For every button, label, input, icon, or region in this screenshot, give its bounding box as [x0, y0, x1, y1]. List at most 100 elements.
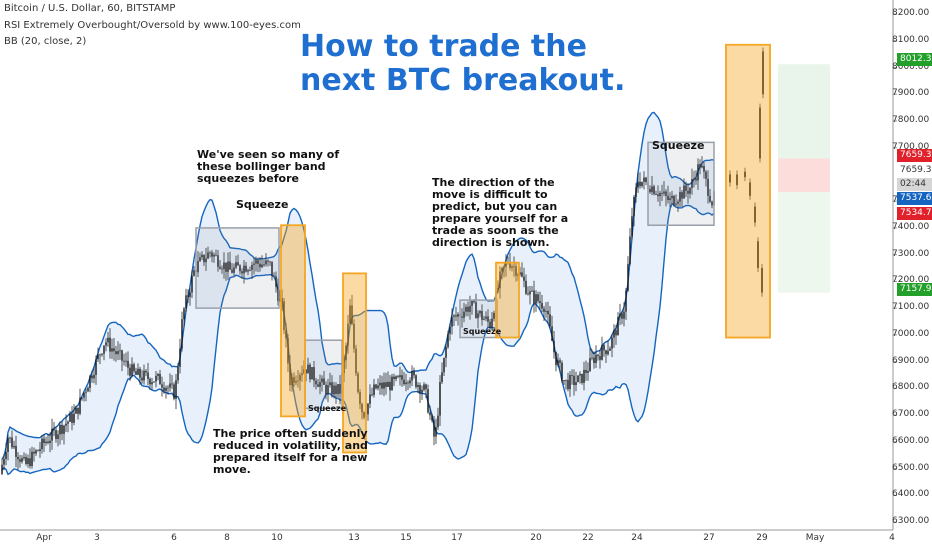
candle-body — [9, 437, 11, 439]
candle-body — [535, 294, 537, 304]
candle-body — [219, 266, 221, 269]
candle-body — [337, 384, 339, 394]
candle-body — [149, 378, 151, 385]
candle-body — [497, 288, 499, 291]
candle-body — [463, 311, 465, 318]
candle-body — [319, 382, 321, 387]
breakout-zone — [495, 261, 520, 339]
time-tick-label: 3 — [94, 533, 100, 543]
candle-body — [271, 261, 273, 276]
candle-body — [513, 266, 515, 268]
candle-body — [131, 364, 133, 376]
candle-body — [29, 458, 31, 467]
candle-body — [293, 377, 295, 383]
candle-body — [623, 311, 625, 319]
candle-body — [121, 350, 123, 361]
candle-body — [95, 359, 97, 375]
candle-body — [736, 174, 738, 186]
time-tick-label: 22 — [582, 533, 594, 543]
candle-body — [269, 261, 271, 263]
candle-body — [575, 382, 577, 386]
intro-line: these bollinger band — [197, 160, 326, 173]
candle-body — [373, 384, 375, 395]
candle-body — [697, 164, 699, 181]
candle-body — [565, 379, 567, 381]
candle-body — [563, 380, 565, 382]
candle-body — [653, 186, 655, 195]
candle-body — [229, 261, 231, 270]
candle-body — [353, 323, 355, 349]
candle-body — [615, 330, 617, 336]
candle-body — [389, 381, 391, 391]
candle-body — [363, 412, 365, 418]
candle-body — [41, 438, 43, 450]
rsi-indicator-label[interactable]: RSI Extremely Overbought/Oversold by www… — [4, 20, 301, 31]
candle-body — [315, 380, 317, 385]
candle-body — [433, 420, 435, 437]
candle-body — [191, 275, 193, 293]
candle-body — [511, 266, 513, 268]
price-tick-label: 8000.00 — [892, 61, 930, 72]
candle-body — [523, 276, 525, 281]
candle-body — [279, 298, 281, 301]
candle-body — [47, 441, 49, 443]
candle-body — [99, 354, 101, 356]
candle-body — [467, 306, 469, 312]
time-tick-label: 10 — [271, 533, 283, 543]
candle-body — [744, 171, 746, 178]
candle-body — [287, 338, 289, 364]
candle-body — [677, 201, 679, 204]
candle-body — [105, 342, 107, 346]
candle-body — [573, 375, 575, 386]
candle-body — [225, 262, 227, 272]
price-tick-label: 7400.00 — [892, 221, 930, 232]
candle-body — [117, 351, 119, 355]
candle-body — [377, 385, 379, 389]
candle-body — [449, 326, 451, 334]
time-tick-label: 8 — [224, 533, 230, 543]
candle-body — [525, 280, 527, 294]
candle-body — [133, 364, 135, 372]
candle-body — [609, 348, 611, 351]
candle-body — [65, 423, 67, 426]
candle-body — [601, 345, 603, 360]
candle-body — [361, 403, 363, 413]
intro-line: We've seen so many of — [197, 148, 340, 161]
candle-body — [211, 252, 213, 257]
bb-indicator-label[interactable]: BB (20, close, 2) — [4, 36, 87, 47]
candle-body — [431, 415, 433, 421]
candle-body — [457, 314, 459, 317]
candle-body — [125, 360, 127, 362]
candle-body — [417, 385, 419, 387]
title-line-2: next BTC breakout. — [300, 63, 626, 98]
candle-body — [501, 267, 503, 272]
candle-body — [375, 384, 377, 389]
candle-body — [227, 261, 229, 272]
candle-body — [757, 241, 759, 269]
breakout-zone — [280, 224, 306, 418]
candle-body — [161, 384, 163, 388]
candle-body — [407, 382, 409, 384]
candle-body — [17, 456, 19, 460]
candle-body — [109, 337, 111, 352]
candle-body — [317, 384, 319, 387]
candle-body — [289, 363, 291, 386]
candle-body — [679, 192, 681, 202]
stop-loss-zone — [778, 158, 830, 192]
candle-body — [383, 382, 385, 389]
candle-body — [465, 306, 467, 312]
candle-body — [519, 272, 521, 275]
time-tick-label: 27 — [703, 533, 715, 543]
candle-body — [181, 319, 183, 349]
bollinger-upper-band — [1, 111, 715, 460]
candle-body — [81, 397, 83, 399]
time-tick-label: 13 — [348, 533, 360, 543]
candle-body — [517, 274, 519, 276]
candle-body — [15, 445, 17, 457]
symbol-label[interactable]: Bitcoin / U.S. Dollar, 60, BITSTAMP — [4, 3, 176, 14]
candle-body — [707, 178, 709, 196]
candle-body — [593, 357, 595, 364]
candle-body — [481, 311, 483, 320]
candle-body — [199, 257, 201, 262]
candle-body — [429, 412, 431, 416]
